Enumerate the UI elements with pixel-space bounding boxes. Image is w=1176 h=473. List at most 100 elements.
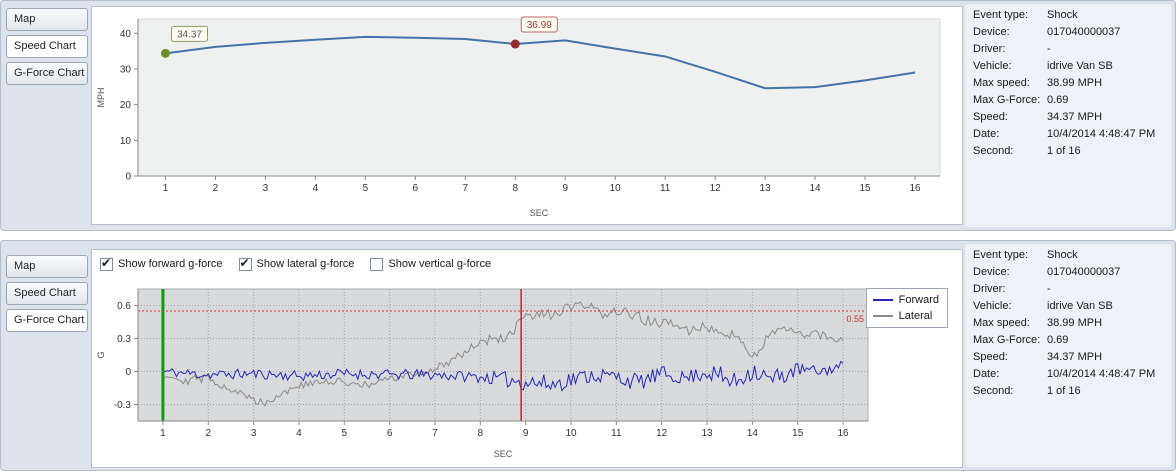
svg-text:30: 30 xyxy=(120,64,132,75)
info-label: Vehicle: xyxy=(973,300,1012,312)
info-label: Vehicle: xyxy=(973,60,1012,72)
info-label: Event type: xyxy=(973,249,1029,261)
gforce-toggle[interactable]: Show lateral g-force xyxy=(238,256,355,271)
info-panel-background xyxy=(965,4,1172,227)
info-label: Event type: xyxy=(973,9,1029,21)
gforce-toggle[interactable]: Show forward g-force xyxy=(100,256,223,271)
info-label: Speed: xyxy=(973,111,1008,123)
tab-strip: Map Speed Chart G-Force Chart xyxy=(6,255,88,336)
tab[interactable]: G-Force Chart xyxy=(6,309,88,332)
info-value: 10/4/2014 4:48:47 PM xyxy=(1047,368,1156,380)
svg-text:10: 10 xyxy=(565,428,577,439)
svg-text:9: 9 xyxy=(562,183,568,194)
svg-text:36.99: 36.99 xyxy=(527,20,552,31)
legend-item: Forward xyxy=(872,292,939,308)
svg-text:9: 9 xyxy=(523,428,529,439)
info-label: Device: xyxy=(973,26,1010,38)
svg-text:15: 15 xyxy=(792,428,804,439)
info-row: Max G-Force: 0.69 xyxy=(973,334,1169,346)
svg-text:12: 12 xyxy=(710,183,722,194)
tab[interactable]: Speed Chart xyxy=(6,282,88,305)
info-value: idrive Van SB xyxy=(1047,60,1113,72)
svg-text:7: 7 xyxy=(432,428,438,439)
svg-text:7: 7 xyxy=(463,183,469,194)
info-label: Max speed: xyxy=(973,77,1030,89)
gforce-chart[interactable]: 0.55-0.300.30.61 2 3 4 5 6 7 8 9 10 11 12 13 14 15 16GS… xyxy=(92,275,960,463)
tab[interactable]: G-Force Chart xyxy=(6,62,88,85)
info-value: 34.37 MPH xyxy=(1047,351,1103,363)
tab-label: G-Force Chart xyxy=(14,67,85,79)
info-row: Vehicle: idrive Van SB xyxy=(973,60,1169,72)
svg-text:6: 6 xyxy=(387,428,393,439)
info-row: Second: 1 of 16 xyxy=(973,385,1169,397)
checkbox-label: Show vertical g-force xyxy=(388,258,492,270)
tab[interactable]: Map xyxy=(6,255,88,278)
svg-text:0: 0 xyxy=(125,172,131,183)
svg-text:0.3: 0.3 xyxy=(117,334,131,345)
info-row: Event type: Shock xyxy=(973,249,1169,261)
svg-text:14: 14 xyxy=(747,428,759,439)
info-value: Shock xyxy=(1047,9,1078,21)
svg-text:SEC: SEC xyxy=(494,449,513,459)
svg-text:16: 16 xyxy=(909,183,921,194)
info-value: idrive Van SB xyxy=(1047,300,1113,312)
legend-item: Lateral xyxy=(872,308,939,324)
info-label: Date: xyxy=(973,128,1000,140)
info-value: - xyxy=(1047,43,1051,55)
info-value: 017040000037 xyxy=(1047,266,1121,278)
legend-line-swatch xyxy=(872,299,893,301)
tab[interactable]: Map xyxy=(6,8,88,31)
info-row: Device: 017040000037 xyxy=(973,26,1169,38)
checkbox-icon[interactable] xyxy=(238,256,252,271)
checkbox-label: Show lateral g-force xyxy=(256,258,355,270)
info-label: Speed: xyxy=(973,351,1008,363)
svg-text:1: 1 xyxy=(163,183,169,194)
info-label: Device: xyxy=(973,266,1010,278)
svg-text:34.37: 34.37 xyxy=(177,29,202,40)
info-row: Date: 10/4/2014 4:48:47 PM xyxy=(973,128,1169,140)
svg-text:12: 12 xyxy=(656,428,668,439)
svg-text:11: 11 xyxy=(660,183,671,194)
checkbox-icon[interactable] xyxy=(370,257,384,271)
info-row: Max speed: 38.99 MPH xyxy=(973,77,1169,89)
info-row: Event type: Shock xyxy=(973,9,1169,21)
legend-label: Forward xyxy=(898,294,939,306)
tab[interactable]: Speed Chart xyxy=(6,35,88,58)
svg-text:3: 3 xyxy=(263,183,269,194)
info-row: Driver: - xyxy=(973,43,1169,55)
info-label: Max speed: xyxy=(973,317,1030,329)
info-row: Max speed: 38.99 MPH xyxy=(973,317,1169,329)
svg-text:11: 11 xyxy=(611,428,622,439)
info-label: Max G-Force: xyxy=(973,334,1041,346)
info-row: Speed: 34.37 MPH xyxy=(973,351,1169,363)
info-label: Driver: xyxy=(973,43,1006,55)
info-row: Speed: 34.37 MPH xyxy=(973,111,1169,123)
svg-text:1: 1 xyxy=(160,428,166,439)
speed-chart-container: 0 10 20 30 40 1 2 3 4 5 6 7 8 9 10 11 12 13 14 15 16 MPH SEC 34… xyxy=(91,6,963,225)
info-value: 38.99 MPH xyxy=(1047,317,1103,329)
tab-label: Map xyxy=(14,13,36,25)
info-label: Second: xyxy=(973,145,1014,157)
info-value: Shock xyxy=(1047,249,1078,261)
tab-label: Speed Chart xyxy=(14,287,76,299)
gforce-toggle[interactable]: Show vertical g-force xyxy=(370,257,492,271)
svg-text:2: 2 xyxy=(205,428,211,439)
info-label: Driver: xyxy=(973,283,1006,295)
tab-label: Speed Chart xyxy=(14,40,76,52)
svg-text:2: 2 xyxy=(213,183,219,194)
gforce-chart-container: Show forward g-force Show lateral g-forc… xyxy=(91,249,963,468)
info-row: Driver: - xyxy=(973,283,1169,295)
info-value: 1 of 16 xyxy=(1047,145,1081,157)
tab-label: Map xyxy=(14,260,36,272)
svg-text:SEC: SEC xyxy=(530,208,549,218)
gforce-toggle-row: Show forward g-force Show lateral g-forc… xyxy=(100,255,491,273)
legend-label: Lateral xyxy=(898,310,933,322)
svg-text:20: 20 xyxy=(120,100,132,111)
info-row: Second: 1 of 16 xyxy=(973,145,1169,157)
info-panel-background xyxy=(965,244,1172,467)
info-row: Max G-Force: 0.69 xyxy=(973,94,1169,106)
legend-line-swatch xyxy=(872,315,893,317)
checkbox-icon[interactable] xyxy=(100,256,113,271)
info-label: Date: xyxy=(973,368,1000,380)
